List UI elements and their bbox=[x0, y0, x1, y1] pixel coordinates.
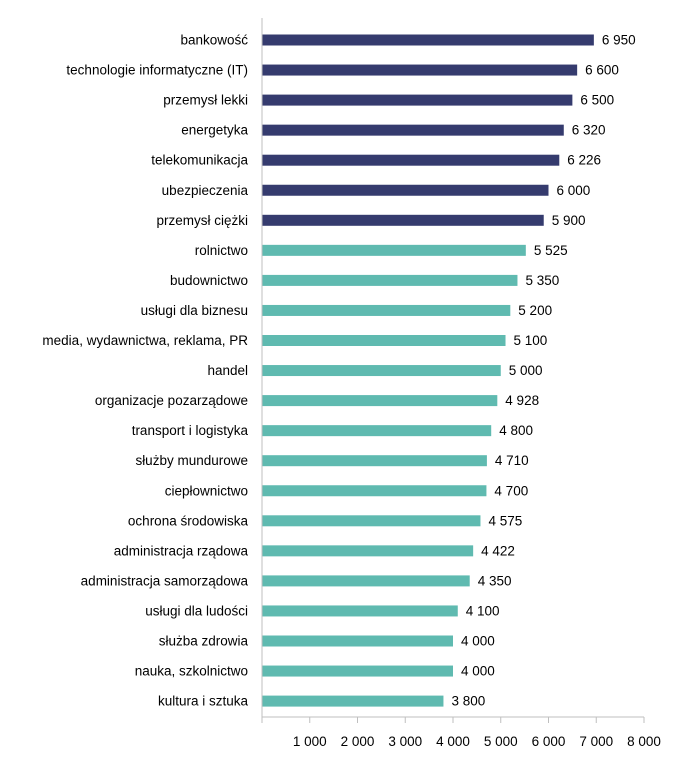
value-label: 4 100 bbox=[466, 603, 500, 618]
bar bbox=[262, 425, 492, 437]
category-label: służby mundurowe bbox=[135, 453, 248, 468]
value-label: 5 350 bbox=[525, 273, 559, 288]
bar bbox=[262, 695, 444, 707]
x-tick-label: 5 000 bbox=[484, 734, 518, 749]
category-label: bankowość bbox=[180, 33, 248, 48]
category-label: usługi dla biznesu bbox=[141, 303, 248, 318]
category-label: media, wydawnictwa, reklama, PR bbox=[42, 333, 248, 348]
value-label: 4 928 bbox=[505, 393, 539, 408]
bar bbox=[262, 94, 573, 106]
value-label: 3 800 bbox=[451, 694, 485, 709]
category-label: usługi dla ludości bbox=[145, 603, 248, 618]
category-label: ochrona środowiska bbox=[128, 513, 249, 528]
x-tick-label: 8 000 bbox=[627, 734, 661, 749]
category-label: handel bbox=[207, 363, 248, 378]
bar bbox=[262, 124, 564, 136]
bar bbox=[262, 665, 453, 677]
value-label: 4 350 bbox=[478, 573, 512, 588]
category-label: rolnictwo bbox=[195, 243, 248, 258]
category-label: telekomunikacja bbox=[151, 153, 248, 168]
bar bbox=[262, 274, 518, 286]
category-label: organizacje pozarządowe bbox=[95, 393, 248, 408]
value-label: 4 700 bbox=[494, 483, 528, 498]
value-label: 6 000 bbox=[557, 183, 591, 198]
bar bbox=[262, 34, 594, 46]
category-label: energetyka bbox=[181, 123, 248, 138]
category-label: administracja rządowa bbox=[114, 543, 249, 558]
value-label: 6 600 bbox=[585, 63, 619, 78]
bar bbox=[262, 64, 578, 76]
category-label: administracja samorządowa bbox=[81, 573, 249, 588]
value-label: 5 100 bbox=[514, 333, 548, 348]
value-label: 6 950 bbox=[602, 33, 636, 48]
value-label: 6 500 bbox=[580, 93, 614, 108]
category-label: przemysł lekki bbox=[163, 93, 248, 108]
value-label: 5 000 bbox=[509, 363, 543, 378]
bar bbox=[262, 365, 501, 377]
value-label: 4 710 bbox=[495, 453, 529, 468]
x-tick-label: 2 000 bbox=[341, 734, 375, 749]
bar bbox=[262, 515, 481, 527]
bar bbox=[262, 575, 470, 587]
category-label: kultura i sztuka bbox=[158, 694, 249, 709]
bar bbox=[262, 635, 453, 647]
bar bbox=[262, 214, 544, 226]
value-label: 5 200 bbox=[518, 303, 552, 318]
category-label: służba zdrowia bbox=[159, 634, 249, 649]
value-label: 5 900 bbox=[552, 213, 586, 228]
value-label: 4 575 bbox=[488, 513, 522, 528]
bar bbox=[262, 395, 498, 407]
bar bbox=[262, 335, 506, 346]
x-tick-label: 1 000 bbox=[293, 734, 327, 749]
category-label: ubezpieczenia bbox=[162, 183, 249, 198]
value-label: 4 422 bbox=[481, 543, 515, 558]
bar bbox=[262, 605, 458, 617]
value-label: 4 800 bbox=[499, 423, 533, 438]
bar bbox=[262, 455, 487, 467]
bar bbox=[262, 485, 487, 497]
category-label: technologie informatyczne (IT) bbox=[66, 63, 248, 78]
bar bbox=[262, 184, 549, 196]
category-label: przemysł ciężki bbox=[156, 213, 248, 228]
x-tick-label: 3 000 bbox=[388, 734, 422, 749]
value-label: 5 525 bbox=[534, 243, 568, 258]
value-label: 4 000 bbox=[461, 634, 495, 649]
bar bbox=[262, 154, 560, 166]
x-tick-label: 6 000 bbox=[532, 734, 566, 749]
bar bbox=[262, 545, 474, 557]
category-label: budownictwo bbox=[170, 273, 248, 288]
category-label: ciepłownictwo bbox=[165, 483, 248, 498]
category-label: nauka, szkolnictwo bbox=[135, 664, 248, 679]
category-label: transport i logistyka bbox=[132, 423, 249, 438]
value-label: 6 320 bbox=[572, 123, 606, 138]
bar bbox=[262, 244, 526, 256]
x-tick-label: 7 000 bbox=[579, 734, 613, 749]
bar bbox=[262, 304, 511, 316]
x-tick-label: 4 000 bbox=[436, 734, 470, 749]
value-label: 4 000 bbox=[461, 664, 495, 679]
value-label: 6 226 bbox=[567, 153, 601, 168]
